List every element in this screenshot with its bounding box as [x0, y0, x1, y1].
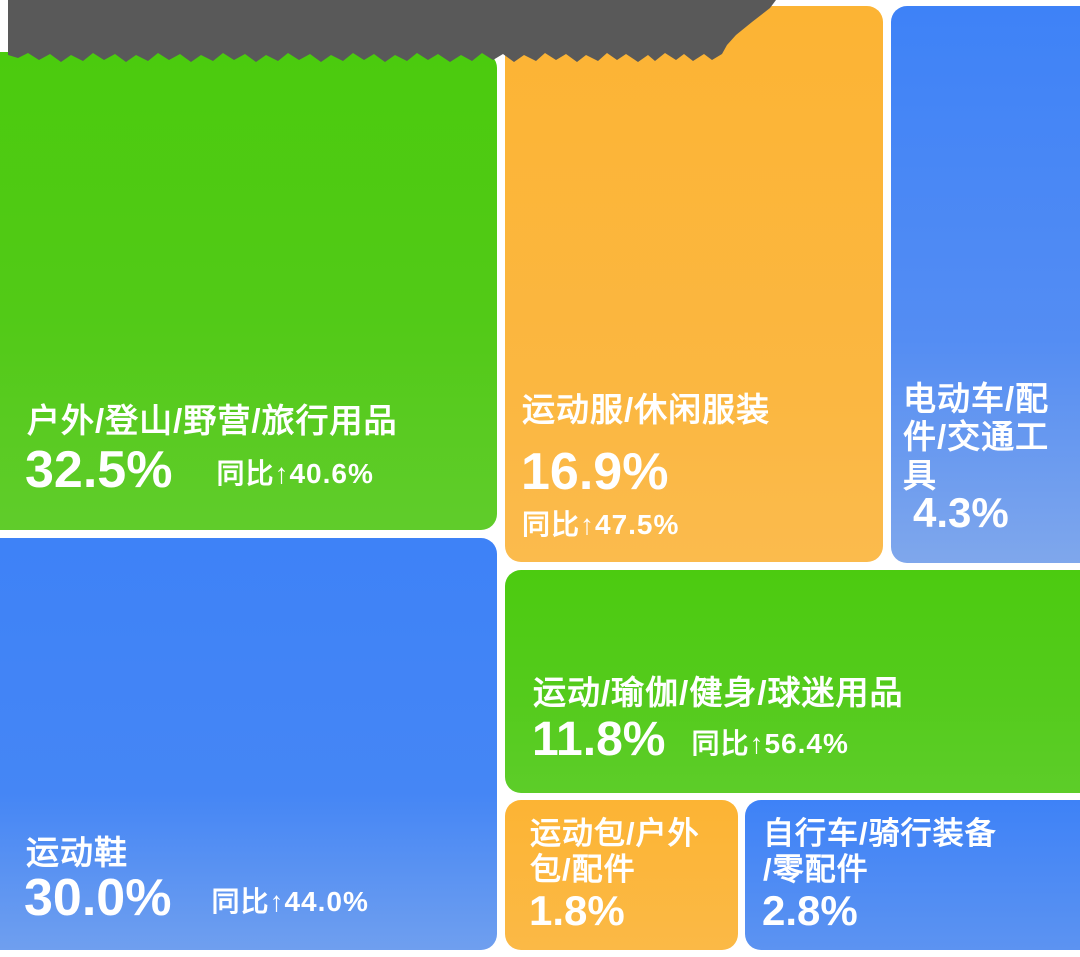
tile-label-line1: 自行车/骑行装备 — [763, 816, 997, 851]
tile-share-pct: 2.8% — [762, 887, 858, 934]
tile-label-line2: 包/配件 — [530, 851, 636, 887]
tile-share-pct: 30.0% — [24, 869, 172, 927]
tile-label-line3: 具 — [903, 456, 937, 494]
treemap-tile-bags[interactable]: 运动包/户外 包/配件 1.8% — [505, 800, 738, 950]
tile-share-pct: 1.8% — [529, 887, 625, 934]
tile-label: 运动鞋 — [26, 834, 128, 871]
cropped-title-text — [8, 0, 776, 62]
treemap-tile-sportswear[interactable]: 运动服/休闲服装 16.9% 同比↑47.5% — [505, 6, 883, 562]
treemap-tile-bike[interactable]: 自行车/骑行装备 /零配件 2.8% — [745, 800, 1080, 950]
tile-label: 户外/登山/野营/旅行用品 — [27, 402, 398, 439]
tile-yoy: 同比↑40.6% — [216, 457, 374, 489]
tile-label: 运动服/休闲服装 — [522, 391, 771, 428]
tile-share-pct: 32.5% — [25, 441, 173, 499]
tile-label-line1: 运动包/户外 — [530, 816, 700, 851]
tile-label-line2: /零配件 — [763, 851, 869, 887]
tile-label-line1: 电动车/配 — [903, 380, 1050, 417]
treemap-tile-sports-goods[interactable]: 运动/瑜伽/健身/球迷用品 11.8% 同比↑56.4% — [505, 570, 1080, 793]
tile-label: 运动/瑜伽/健身/球迷用品 — [533, 674, 904, 711]
tile-share-pct: 11.8% — [532, 713, 666, 766]
treemap-tile-ev[interactable]: 电动车/配 件/交通工 具 4.3% — [891, 6, 1080, 563]
treemap-tile-outdoor[interactable]: 户外/登山/野营/旅行用品 32.5% 同比↑40.6% — [0, 52, 497, 530]
tile-yoy: 同比↑56.4% — [691, 727, 849, 759]
tile-label-line2: 件/交通工 — [903, 418, 1050, 456]
tile-yoy: 同比↑47.5% — [522, 509, 680, 540]
tile-share-pct: 4.3% — [913, 489, 1009, 536]
tile-yoy: 同比↑44.0% — [211, 885, 369, 917]
tile-share-pct: 16.9% — [521, 443, 669, 501]
treemap-tile-shoes[interactable]: 运动鞋 30.0% 同比↑44.0% — [0, 538, 497, 950]
